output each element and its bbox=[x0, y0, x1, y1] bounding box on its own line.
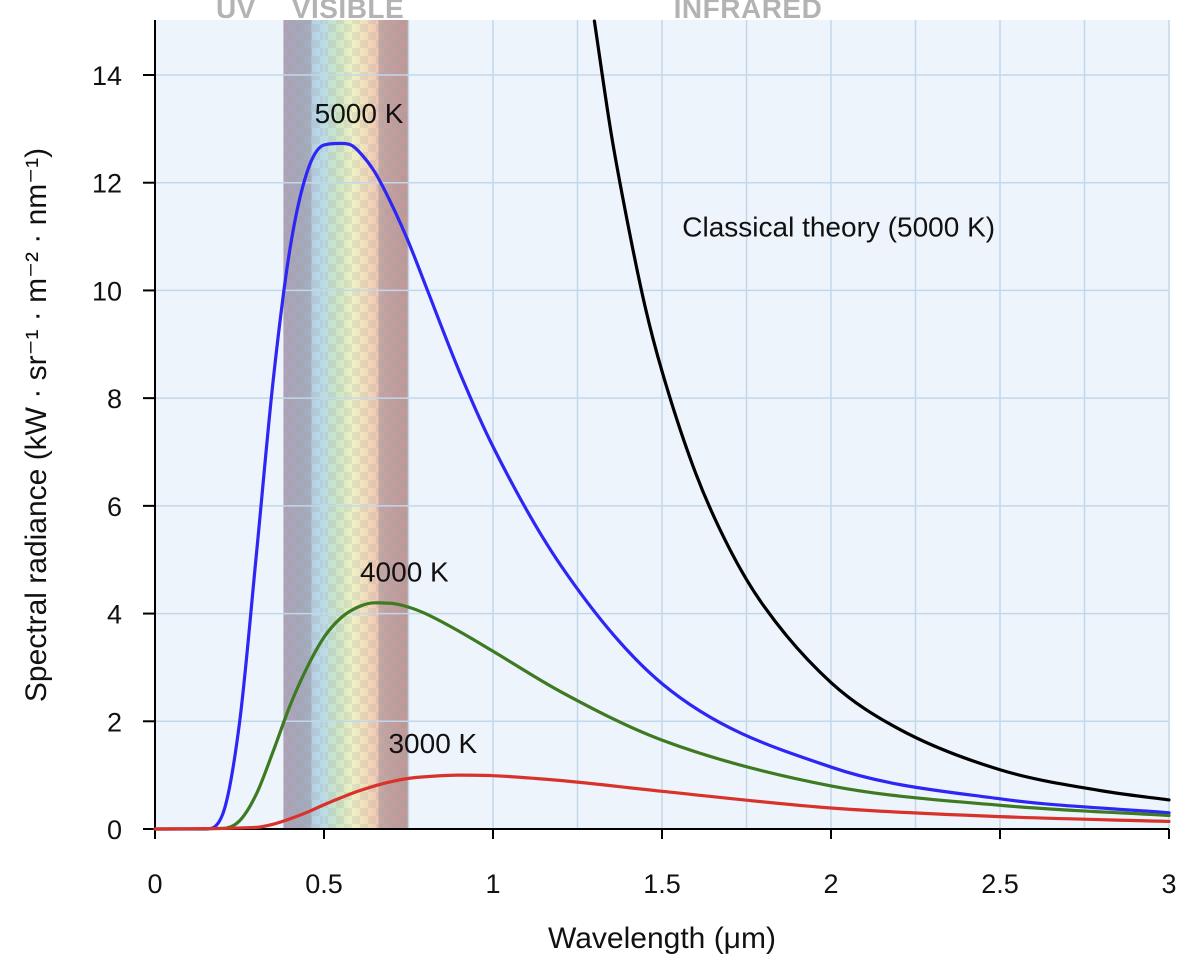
tick-labels: 0 0.5 1 1.5 2 2.5 3 0 2 4 6 8 10 12 14 bbox=[92, 61, 1177, 899]
region-label-visible: VISIBLE bbox=[292, 0, 404, 24]
curve-4000-k bbox=[153, 601, 1171, 831]
curve-classical-theory-5000-k bbox=[592, 19, 1171, 802]
curve-5000-k bbox=[153, 141, 1171, 831]
x-tick-label: 1.5 bbox=[643, 869, 681, 899]
curve-labels: 5000 K 4000 K 3000 K Classical theory (5000… bbox=[315, 98, 995, 759]
y-tick-label: 12 bbox=[92, 169, 122, 199]
x-tick-label: 0.5 bbox=[305, 869, 343, 899]
y-tick-label: 10 bbox=[92, 276, 122, 306]
curve-3000-k bbox=[153, 773, 1171, 831]
y-axis-title: Spectral radiance (kW · sr⁻¹ · m⁻² · nm⁻… bbox=[20, 148, 53, 702]
gridlines bbox=[155, 20, 1170, 829]
curve-label: Classical theory (5000 K) bbox=[682, 212, 995, 243]
curve-label: 4000 K bbox=[360, 556, 449, 587]
axes bbox=[143, 20, 1170, 839]
x-tick-label: 3 bbox=[1161, 869, 1176, 899]
band-texture bbox=[283, 20, 409, 829]
curves bbox=[153, 19, 1171, 831]
curve-label: 5000 K bbox=[315, 98, 404, 129]
y-tick-label: 2 bbox=[107, 707, 122, 737]
spectrum-bands: UV VISIBLE INFRARED bbox=[216, 0, 822, 829]
x-tick-label: 1 bbox=[485, 869, 500, 899]
x-tick-label: 2.5 bbox=[981, 869, 1019, 899]
x-tick-label: 2 bbox=[823, 869, 838, 899]
y-tick-label: 4 bbox=[107, 600, 122, 630]
y-tick-label: 0 bbox=[107, 815, 122, 845]
region-label-uv: UV bbox=[216, 0, 256, 24]
curve-label: 3000 K bbox=[388, 728, 477, 759]
region-label-infrared: INFRARED bbox=[674, 0, 823, 24]
y-tick-label: 8 bbox=[107, 384, 122, 414]
y-tick-label: 6 bbox=[107, 492, 122, 522]
x-axis-title: Wavelength (μm) bbox=[548, 922, 776, 955]
x-tick-label: 0 bbox=[147, 869, 162, 899]
y-tick-label: 14 bbox=[92, 61, 122, 91]
